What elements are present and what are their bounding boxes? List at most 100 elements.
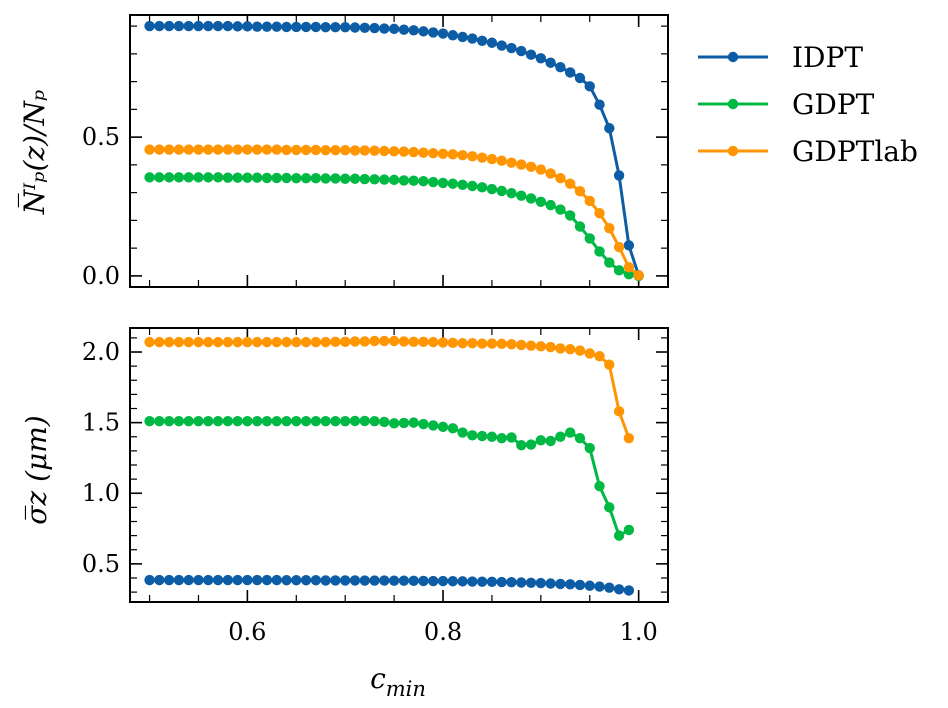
data-point: [506, 432, 517, 443]
data-point: [340, 336, 351, 348]
data-point: [516, 159, 527, 170]
data-point: [183, 574, 194, 586]
data-point: [203, 20, 214, 32]
data-point: [359, 173, 370, 185]
data-point: [320, 336, 331, 348]
data-point: [428, 27, 439, 38]
data-point: [418, 418, 429, 430]
data-point: [467, 33, 478, 44]
data-point: [291, 416, 302, 427]
data-point: [457, 576, 468, 587]
data-point: [564, 67, 576, 78]
data-point: [408, 146, 419, 158]
data-point: [535, 53, 547, 64]
data-point: [594, 480, 605, 492]
data-point: [271, 416, 282, 427]
data-point: [457, 31, 468, 43]
data-point: [251, 574, 263, 586]
data-point: [594, 246, 605, 257]
series-gdptlab: [144, 144, 644, 281]
data-point: [496, 185, 507, 197]
data-point: [506, 157, 517, 168]
plot-frame: [129, 14, 669, 288]
y-tick-label: 0.0: [82, 262, 120, 290]
data-point: [154, 574, 165, 586]
data-point: [183, 144, 194, 155]
data-point: [242, 336, 253, 348]
data-point: [535, 341, 547, 352]
y-tick-label: 0.5: [82, 123, 120, 151]
data-point: [232, 336, 243, 348]
data-point: [584, 195, 595, 207]
data-point: [242, 172, 253, 183]
data-point: [613, 584, 625, 595]
data-point: [300, 21, 312, 33]
data-point: [447, 30, 458, 41]
data-point: [388, 146, 400, 157]
data-point: [476, 430, 488, 442]
data-point: [506, 577, 517, 588]
data-point: [310, 21, 322, 33]
data-point: [232, 574, 243, 586]
data-point: [545, 341, 556, 353]
data-point: [173, 574, 185, 586]
data-point: [222, 574, 234, 586]
data-point: [584, 348, 595, 359]
data-point: [320, 173, 331, 184]
data-point: [525, 577, 537, 588]
legend-entry-gdpt: GDPT: [698, 88, 875, 121]
data-point: [574, 186, 586, 197]
data-point: [564, 579, 576, 590]
data-point: [359, 575, 370, 586]
data-point: [261, 144, 273, 155]
data-point: [604, 123, 615, 134]
data-point: [555, 173, 566, 184]
data-point: [486, 338, 498, 349]
data-point: [330, 575, 341, 586]
data-point: [525, 193, 537, 204]
data-point: [281, 172, 292, 184]
data-point: [310, 575, 322, 586]
data-point: [506, 187, 517, 199]
data-point: [457, 149, 468, 161]
data-point: [623, 524, 635, 536]
data-point: [340, 144, 351, 156]
data-point: [398, 575, 410, 586]
data-point: [310, 144, 322, 156]
data-point: [183, 172, 194, 183]
data-point: [349, 173, 361, 184]
data-point: [476, 152, 488, 163]
data-point: [154, 172, 165, 183]
data-point: [222, 172, 234, 183]
data-point: [330, 416, 341, 427]
data-point: [144, 416, 155, 427]
data-point: [242, 21, 253, 32]
data-point: [369, 575, 380, 586]
bottom-ylabel: σ̅z (μm): [20, 415, 53, 524]
data-point: [496, 40, 507, 51]
data-point: [584, 580, 595, 591]
data-point: [281, 575, 292, 586]
data-point: [271, 336, 282, 348]
data-point: [212, 172, 224, 183]
data-point: [379, 575, 390, 586]
data-point: [613, 530, 625, 541]
top-ylabel: N̅ᴵₚ(z)/Nₚ: [18, 90, 51, 215]
data-point: [428, 336, 439, 348]
legend-marker: [727, 51, 739, 63]
data-point: [525, 161, 537, 173]
series-gdptlab: [144, 335, 635, 444]
data-point: [242, 574, 253, 586]
data-point: [251, 336, 263, 348]
series-gdpt: [144, 172, 644, 282]
data-point: [447, 149, 458, 160]
data-point: [232, 416, 243, 427]
data-point: [173, 172, 185, 183]
data-point: [476, 182, 488, 193]
data-point: [320, 22, 331, 33]
data-point: [242, 144, 253, 155]
data-point: [574, 72, 586, 84]
data-point: [388, 335, 400, 347]
data-point: [310, 173, 322, 184]
data-point: [349, 575, 361, 586]
